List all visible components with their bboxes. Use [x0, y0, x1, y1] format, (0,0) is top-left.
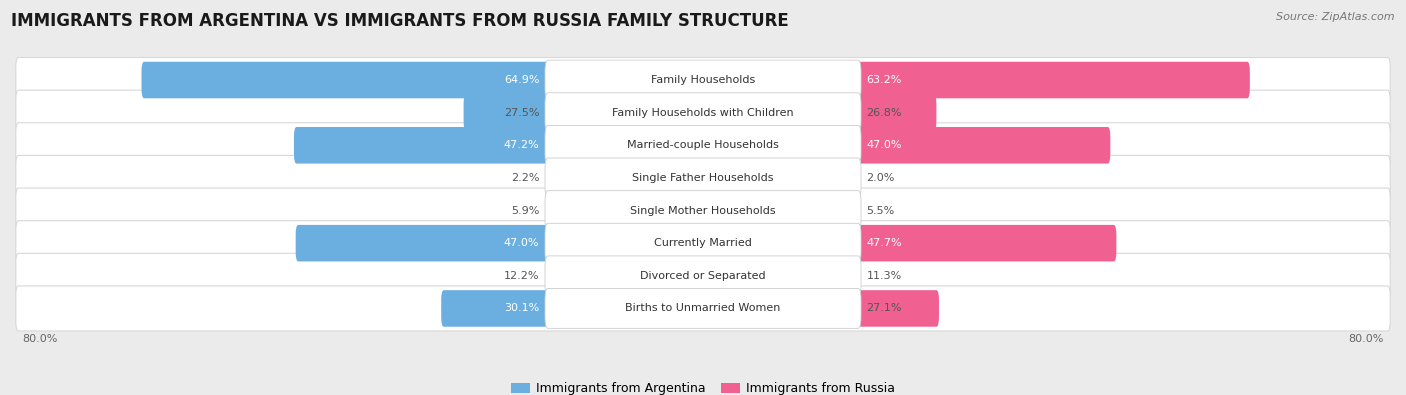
FancyBboxPatch shape — [142, 62, 706, 98]
Text: Source: ZipAtlas.com: Source: ZipAtlas.com — [1277, 12, 1395, 22]
FancyBboxPatch shape — [546, 223, 860, 263]
Text: 63.2%: 63.2% — [866, 75, 903, 85]
Text: IMMIGRANTS FROM ARGENTINA VS IMMIGRANTS FROM RUSSIA FAMILY STRUCTURE: IMMIGRANTS FROM ARGENTINA VS IMMIGRANTS … — [11, 12, 789, 30]
Text: 26.8%: 26.8% — [866, 108, 903, 118]
Text: Divorced or Separated: Divorced or Separated — [640, 271, 766, 281]
FancyBboxPatch shape — [700, 225, 1116, 261]
FancyBboxPatch shape — [15, 58, 1391, 103]
FancyBboxPatch shape — [682, 160, 706, 196]
Text: 5.5%: 5.5% — [866, 205, 894, 216]
FancyBboxPatch shape — [441, 290, 706, 327]
FancyBboxPatch shape — [546, 60, 860, 100]
Text: 30.1%: 30.1% — [505, 303, 540, 314]
Text: Married-couple Households: Married-couple Households — [627, 140, 779, 150]
Text: Family Households with Children: Family Households with Children — [612, 108, 794, 118]
FancyBboxPatch shape — [15, 155, 1391, 200]
FancyBboxPatch shape — [295, 225, 706, 261]
Text: 12.2%: 12.2% — [503, 271, 540, 281]
FancyBboxPatch shape — [546, 288, 860, 328]
FancyBboxPatch shape — [700, 290, 939, 327]
Text: 47.7%: 47.7% — [866, 238, 903, 248]
Text: 27.1%: 27.1% — [866, 303, 903, 314]
FancyBboxPatch shape — [546, 93, 860, 133]
Text: 47.0%: 47.0% — [503, 238, 540, 248]
FancyBboxPatch shape — [546, 158, 860, 198]
Text: 80.0%: 80.0% — [1348, 335, 1384, 344]
Text: Currently Married: Currently Married — [654, 238, 752, 248]
FancyBboxPatch shape — [15, 253, 1391, 298]
Text: 64.9%: 64.9% — [503, 75, 540, 85]
Text: Single Father Households: Single Father Households — [633, 173, 773, 183]
Text: 47.2%: 47.2% — [503, 140, 540, 150]
FancyBboxPatch shape — [700, 192, 754, 229]
Text: Single Mother Households: Single Mother Households — [630, 205, 776, 216]
FancyBboxPatch shape — [700, 160, 723, 196]
FancyBboxPatch shape — [15, 188, 1391, 233]
Text: 11.3%: 11.3% — [866, 271, 901, 281]
FancyBboxPatch shape — [15, 221, 1391, 266]
FancyBboxPatch shape — [700, 62, 1250, 98]
Text: 27.5%: 27.5% — [503, 108, 540, 118]
FancyBboxPatch shape — [546, 256, 860, 296]
FancyBboxPatch shape — [15, 90, 1391, 135]
Text: 80.0%: 80.0% — [22, 335, 58, 344]
Text: 2.0%: 2.0% — [866, 173, 896, 183]
Legend: Immigrants from Argentina, Immigrants from Russia: Immigrants from Argentina, Immigrants fr… — [512, 382, 894, 395]
Text: 47.0%: 47.0% — [866, 140, 903, 150]
FancyBboxPatch shape — [546, 191, 860, 230]
Text: 5.9%: 5.9% — [510, 205, 540, 216]
FancyBboxPatch shape — [700, 127, 1111, 164]
FancyBboxPatch shape — [294, 127, 706, 164]
FancyBboxPatch shape — [15, 123, 1391, 168]
FancyBboxPatch shape — [464, 94, 706, 131]
FancyBboxPatch shape — [700, 94, 936, 131]
FancyBboxPatch shape — [595, 258, 706, 294]
FancyBboxPatch shape — [15, 286, 1391, 331]
FancyBboxPatch shape — [546, 125, 860, 165]
FancyBboxPatch shape — [650, 192, 706, 229]
FancyBboxPatch shape — [700, 258, 803, 294]
Text: Births to Unmarried Women: Births to Unmarried Women — [626, 303, 780, 314]
Text: Family Households: Family Households — [651, 75, 755, 85]
Text: 2.2%: 2.2% — [510, 173, 540, 183]
